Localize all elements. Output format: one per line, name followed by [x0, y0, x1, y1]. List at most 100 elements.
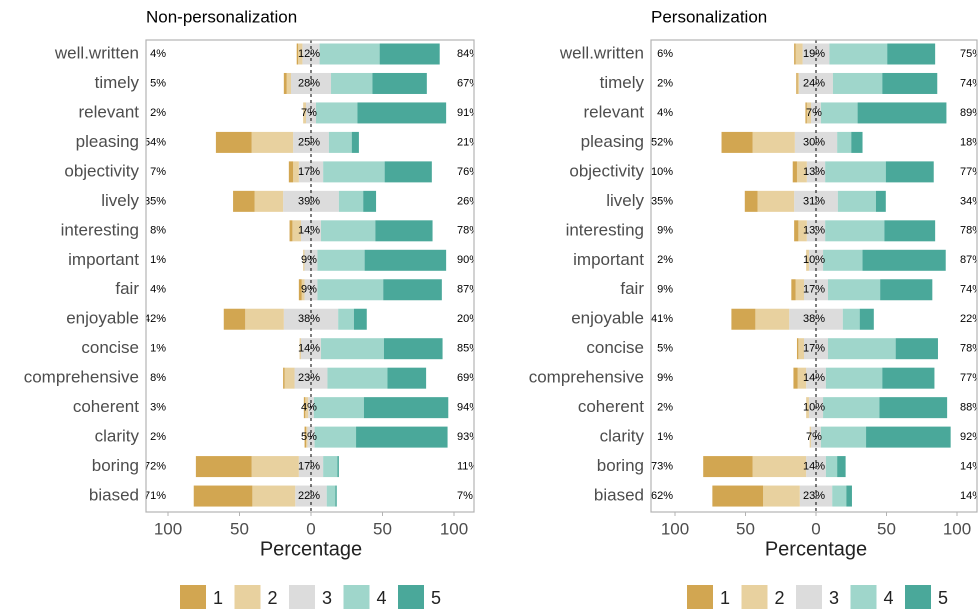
x-tick-label: 0: [306, 519, 315, 538]
bar-segment: [752, 456, 807, 478]
bar-segment: [303, 249, 305, 271]
bar-segment: [304, 249, 318, 271]
low-label: 35%: [651, 195, 673, 207]
legend-swatch: [796, 585, 822, 609]
bar-segment: [796, 338, 799, 360]
bar-segment: [846, 485, 852, 507]
bar-segment: [251, 131, 294, 153]
bar-segment: [794, 220, 799, 242]
high-label: 69%: [457, 372, 479, 384]
bar-segment: [375, 220, 433, 242]
bar-segment: [763, 485, 800, 507]
bar-segment: [895, 338, 938, 360]
bar-segment: [215, 131, 252, 153]
neutral-label: 13%: [803, 166, 825, 178]
category-label: enjoyable: [66, 309, 139, 328]
bar-segment: [356, 426, 448, 448]
category-label: lively: [606, 191, 644, 210]
bar-segment: [305, 426, 308, 448]
bar-segment: [825, 367, 883, 389]
panel-title: Personalization: [651, 7, 767, 26]
bar-segment: [805, 102, 807, 124]
bar-segment: [303, 397, 306, 419]
bar-segment: [387, 367, 427, 389]
legend-swatch: [741, 585, 768, 609]
legend-label: 5: [431, 588, 441, 608]
bar-segment: [193, 485, 253, 507]
x-tick-label: 50: [230, 519, 249, 538]
legend-label: 2: [775, 588, 785, 608]
bar-segment: [317, 279, 384, 301]
bar-segment: [806, 102, 812, 124]
category-label: biased: [594, 486, 644, 505]
bar-segment: [319, 43, 380, 65]
bar-segment: [820, 426, 867, 448]
high-label: 7%: [457, 490, 473, 502]
neutral-label: 19%: [803, 48, 825, 60]
high-label: 74%: [960, 284, 978, 296]
neutral-label: 14%: [298, 225, 320, 237]
legend-swatch: [343, 585, 370, 609]
low-label: 1%: [150, 343, 166, 355]
neutral-label: 25%: [298, 136, 320, 148]
bar-segment: [866, 426, 951, 448]
category-label: important: [573, 250, 644, 269]
low-label: 4%: [657, 107, 673, 119]
category-label: boring: [597, 456, 644, 475]
bar-segment: [808, 249, 824, 271]
bar-segment: [384, 161, 432, 183]
panel-frame: [145, 39, 475, 513]
neutral-label: 31%: [803, 195, 825, 207]
bar-segment: [338, 308, 354, 330]
neutral-label: 17%: [803, 343, 825, 355]
low-label: 72%: [144, 460, 166, 472]
neutral-label: 39%: [298, 195, 320, 207]
category-label: comprehensive: [24, 368, 139, 387]
low-label: 1%: [150, 254, 166, 266]
category-label: relevant: [79, 102, 140, 121]
bar-segment: [321, 338, 384, 360]
bar-segment: [331, 72, 373, 94]
panel-title: Non-personalization: [146, 7, 297, 26]
neutral-label: 17%: [298, 460, 320, 472]
legend-label: 2: [268, 588, 278, 608]
category-label: concise: [586, 338, 644, 357]
bar-segment: [288, 161, 294, 183]
bar-segment: [823, 249, 863, 271]
bar-segment: [314, 426, 357, 448]
bar-segment: [832, 485, 847, 507]
low-label: 71%: [144, 490, 166, 502]
bar-segment: [882, 367, 935, 389]
category-label: biased: [89, 486, 139, 505]
bar-segment: [353, 308, 367, 330]
bar-segment: [284, 367, 295, 389]
bar-segment: [251, 456, 299, 478]
neutral-label: 17%: [803, 284, 825, 296]
category-label: well.written: [54, 43, 139, 62]
bar-segment: [882, 72, 938, 94]
neutral-label: 13%: [803, 225, 825, 237]
low-label: 9%: [657, 284, 673, 296]
bar-segment: [363, 190, 377, 212]
bar-segment: [223, 308, 246, 330]
high-label: 77%: [960, 166, 978, 178]
high-label: 85%: [457, 343, 479, 355]
category-label: important: [68, 250, 139, 269]
category-label: enjoyable: [571, 309, 644, 328]
bar-segment: [299, 338, 301, 360]
x-tick-label: 50: [877, 519, 896, 538]
low-label: 1%: [657, 431, 673, 443]
bar-segment: [755, 308, 790, 330]
category-label: timely: [600, 73, 645, 92]
legend-swatch: [850, 585, 877, 609]
neutral-label: 10%: [803, 402, 825, 414]
high-label: 74%: [960, 77, 978, 89]
bar-segment: [794, 190, 838, 212]
category-label: concise: [81, 338, 139, 357]
category-label: lively: [101, 191, 139, 210]
high-label: 91%: [457, 107, 479, 119]
neutral-label: 38%: [298, 313, 320, 325]
neutral-label: 12%: [298, 48, 320, 60]
low-label: 5%: [150, 77, 166, 89]
bar-segment: [798, 338, 805, 360]
